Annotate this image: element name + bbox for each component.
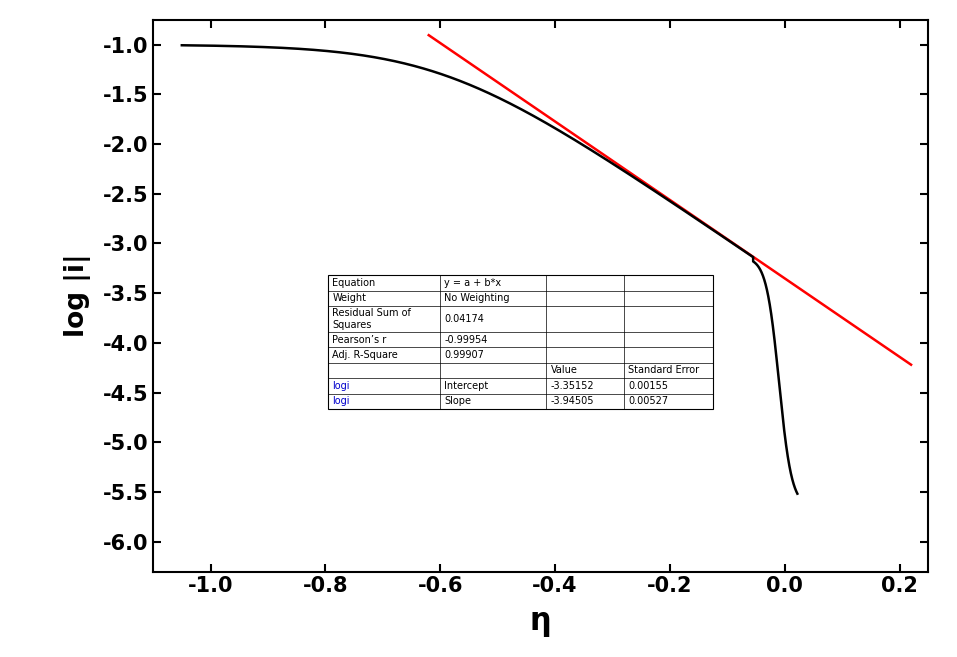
Text: Adj. R-Square: Adj. R-Square [332, 350, 398, 360]
Text: y = a + b*x: y = a + b*x [444, 278, 501, 288]
Text: -3.94505: -3.94505 [550, 396, 594, 406]
Text: Value: Value [550, 365, 577, 376]
Text: -3.35152: -3.35152 [550, 381, 594, 391]
Y-axis label: log |i|: log |i| [64, 254, 92, 338]
Bar [328, 275, 713, 409]
Text: Slope: Slope [444, 396, 471, 406]
X-axis label: η: η [530, 608, 551, 637]
Text: 0.00155: 0.00155 [628, 381, 668, 391]
Text: Standard Error: Standard Error [628, 365, 700, 376]
Text: logi: logi [332, 381, 349, 391]
Text: Equation: Equation [332, 278, 375, 288]
Text: Intercept: Intercept [444, 381, 488, 391]
Text: Weight: Weight [332, 294, 367, 304]
Text: Pearson’s r: Pearson’s r [332, 334, 387, 345]
Text: 0.04174: 0.04174 [444, 314, 484, 324]
Text: logi: logi [332, 396, 349, 406]
Text: 0.00527: 0.00527 [628, 396, 668, 406]
Text: Residual Sum of
Squares: Residual Sum of Squares [332, 308, 412, 330]
Text: 0.99907: 0.99907 [444, 350, 484, 360]
Text: -0.99954: -0.99954 [444, 334, 488, 345]
Text: No Weighting: No Weighting [444, 294, 510, 304]
